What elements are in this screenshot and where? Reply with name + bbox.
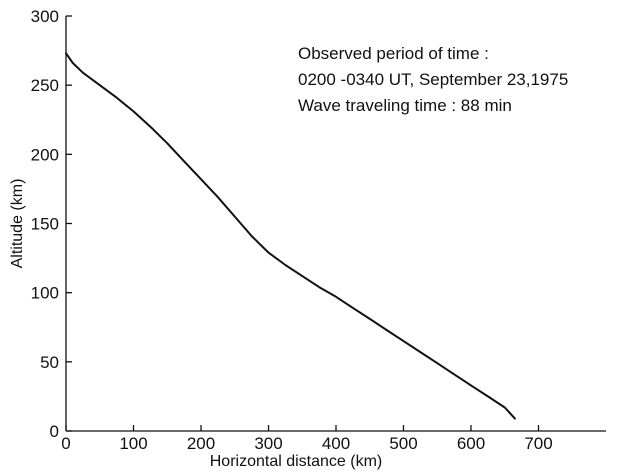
y-ticks: 0 50 100 150 200 250 300 [31, 7, 72, 441]
y-tick-label-100: 100 [31, 284, 59, 303]
annotation-block: Observed period of time : 0200 -0340 UT,… [298, 44, 568, 115]
y-tick-label-50: 50 [40, 353, 59, 372]
series-line-altitude [65, 52, 516, 420]
x-tick-label-300: 300 [254, 434, 282, 453]
annotation-observed-period: Observed period of time : [298, 44, 489, 63]
y-tick-label-200: 200 [31, 145, 59, 164]
x-tick-label-500: 500 [389, 434, 417, 453]
y-tick-label-150: 150 [31, 215, 59, 234]
y-tick-label-250: 250 [31, 76, 59, 95]
x-tick-label-0: 0 [61, 434, 70, 453]
x-tick-label-200: 200 [187, 434, 215, 453]
x-tick-label-100: 100 [119, 434, 147, 453]
x-tick-label-700: 700 [524, 434, 552, 453]
x-axis-title: Horizontal distance (km) [210, 453, 383, 470]
x-tick-label-600: 600 [457, 434, 485, 453]
y-tick-label-0: 0 [50, 422, 59, 441]
y-axis-title: Altitude (km) [9, 179, 26, 269]
annotation-travel-time: Wave traveling time : 88 min [298, 96, 512, 115]
x-ticks: 0 100 200 300 400 500 600 700 [61, 425, 553, 453]
y-tick-label-300: 300 [31, 7, 59, 26]
annotation-time-range: 0200 -0340 UT, September 23,1975 [298, 70, 568, 89]
x-tick-label-400: 400 [322, 434, 350, 453]
